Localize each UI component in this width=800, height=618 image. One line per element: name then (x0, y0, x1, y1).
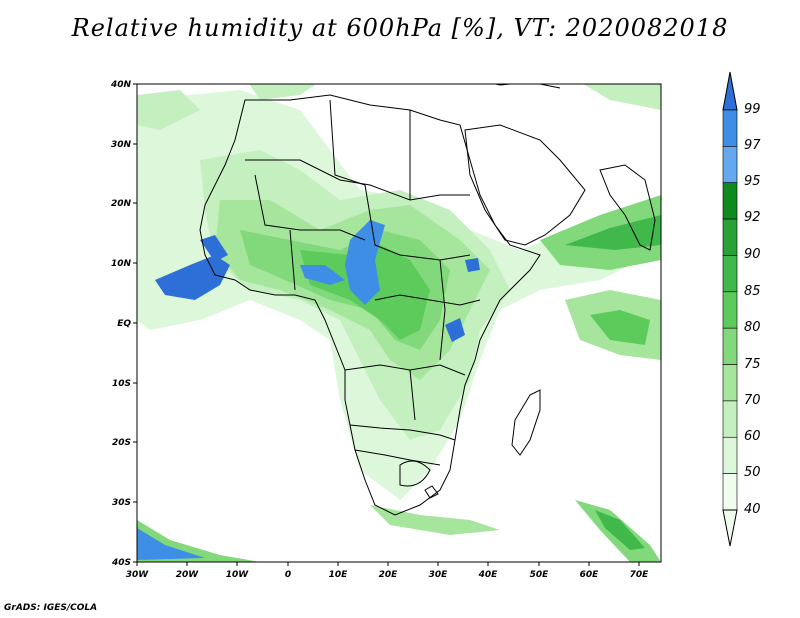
colorbar-labels: 99 97 95 92 90 85 80 75 70 60 50 40 (744, 102, 761, 517)
colorbar-segment (722, 109, 738, 147)
colorbar-segment (722, 182, 738, 220)
colorbar-label: 75 (744, 357, 761, 372)
axis-ticks (133, 83, 640, 566)
lon-label: 20W (176, 570, 200, 580)
colorbar-segment (722, 364, 738, 402)
lat-label: 10S (112, 379, 131, 389)
longitude-labels: 30W 20W 10W 0 10E 20E 30E 40E 50E 60E 70… (126, 570, 649, 580)
latitude-labels: 40N 30N 20N 10N EQ 10S 20S 30S 40S (110, 80, 132, 568)
colorbar-segment (722, 327, 738, 365)
map-title: Relative humidity at 600hPa [%], VT: 202… (71, 14, 729, 42)
colorbar-label: 97 (744, 138, 761, 153)
colorbar-segment (722, 473, 738, 511)
colorbar-bottom-triangle (722, 509, 738, 547)
lon-label: 50E (530, 570, 550, 580)
lon-label: 20E (379, 570, 399, 580)
lon-label: 0 (285, 570, 291, 580)
lat-label: 10N (111, 259, 132, 269)
colorbar-top-triangle (722, 71, 738, 111)
lat-label: 40S (111, 558, 131, 568)
lat-label: 20N (111, 199, 132, 209)
colorbar-label: 60 (744, 429, 761, 444)
lat-label: 20S (112, 438, 131, 448)
colorbar-segment (722, 291, 738, 329)
colorbar-segment (722, 218, 738, 256)
colorbar (722, 71, 738, 547)
colorbar-segment (722, 255, 738, 293)
colorbar-label: 40 (744, 502, 761, 517)
lat-label: 40N (110, 80, 132, 90)
colorbar-label: 50 (744, 465, 761, 480)
lat-label: 30N (111, 140, 132, 150)
lat-label: 30S (112, 498, 131, 508)
coastlines (199, 84, 656, 516)
colorbar-label: 85 (744, 284, 761, 299)
lon-label: 30E (429, 570, 449, 580)
colorbar-label: 92 (744, 210, 761, 225)
colorbar-segment (722, 146, 738, 184)
lon-label: 30W (126, 570, 150, 580)
colorbar-segment (722, 436, 738, 474)
colorbar-label: 99 (744, 102, 761, 117)
lon-label: 70E (630, 570, 650, 580)
colorbar-segment (722, 400, 738, 438)
lat-label: EQ (117, 319, 131, 329)
colorbar-label: 70 (744, 393, 761, 408)
grads-credit: GrADS: IGES/COLA (4, 603, 98, 613)
lon-label: 10W (226, 570, 250, 580)
lon-label: 60E (580, 570, 600, 580)
colorbar-label: 95 (744, 174, 761, 189)
lon-label: 40E (478, 570, 499, 580)
lon-label: 10E (329, 570, 349, 580)
colorbar-label: 90 (744, 247, 761, 262)
colorbar-label: 80 (744, 320, 761, 335)
